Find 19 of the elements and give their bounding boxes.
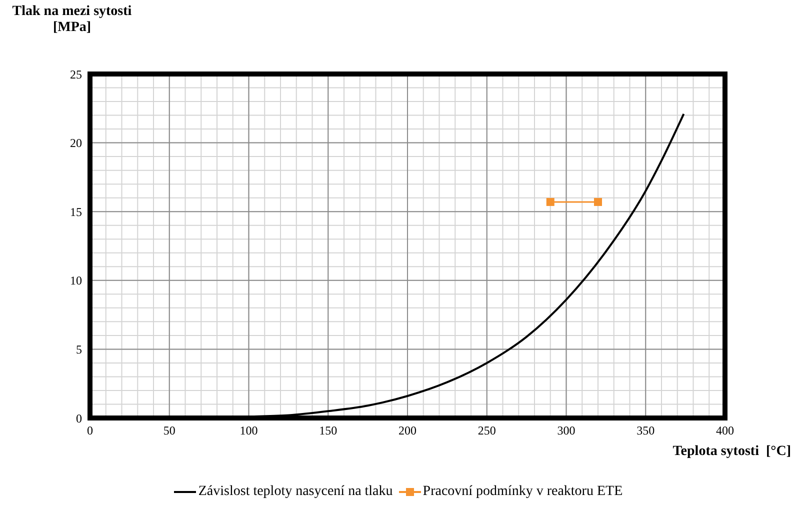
- x-tick-label: 300: [557, 424, 576, 438]
- x-tick-label: 100: [240, 424, 258, 438]
- x-tick-label: 200: [398, 424, 416, 438]
- x-axis-title: Teplota sytosti [°C]: [672, 444, 791, 460]
- legend-label: Pracovní podmínky v reaktoru ETE: [422, 484, 623, 500]
- y-axis-title: Tlak na mezi sytosti [MPa]: [11, 4, 133, 36]
- y-tick-label: 0: [76, 411, 82, 426]
- y-tick-label: 20: [70, 136, 82, 150]
- y-tick-label: 25: [70, 67, 82, 82]
- y-tick-label: 15: [70, 204, 82, 219]
- legend-label: Závislost teploty nasycení na tlaku: [198, 484, 393, 500]
- y-tick-label: 10: [70, 274, 82, 288]
- y-tick-label: 5: [76, 342, 82, 356]
- x-tick-label: 400: [716, 424, 734, 438]
- x-tick-label: 0: [87, 424, 93, 438]
- x-tick-label: 250: [478, 424, 496, 438]
- x-tick-label: 150: [319, 424, 338, 438]
- x-tick-label: 350: [636, 424, 655, 438]
- x-tick-label: 50: [163, 424, 176, 438]
